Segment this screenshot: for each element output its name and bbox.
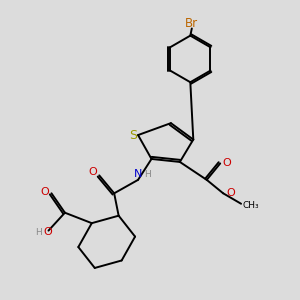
Text: O: O [88, 167, 97, 177]
Text: S: S [129, 129, 137, 142]
Text: H: H [35, 228, 42, 237]
Text: O: O [226, 188, 235, 198]
Text: CH₃: CH₃ [242, 201, 259, 210]
Text: H: H [144, 170, 150, 179]
Text: N: N [134, 169, 142, 179]
Text: O: O [40, 187, 49, 197]
Text: O: O [222, 158, 231, 168]
Text: O: O [44, 227, 52, 237]
Text: Br: Br [185, 16, 198, 30]
